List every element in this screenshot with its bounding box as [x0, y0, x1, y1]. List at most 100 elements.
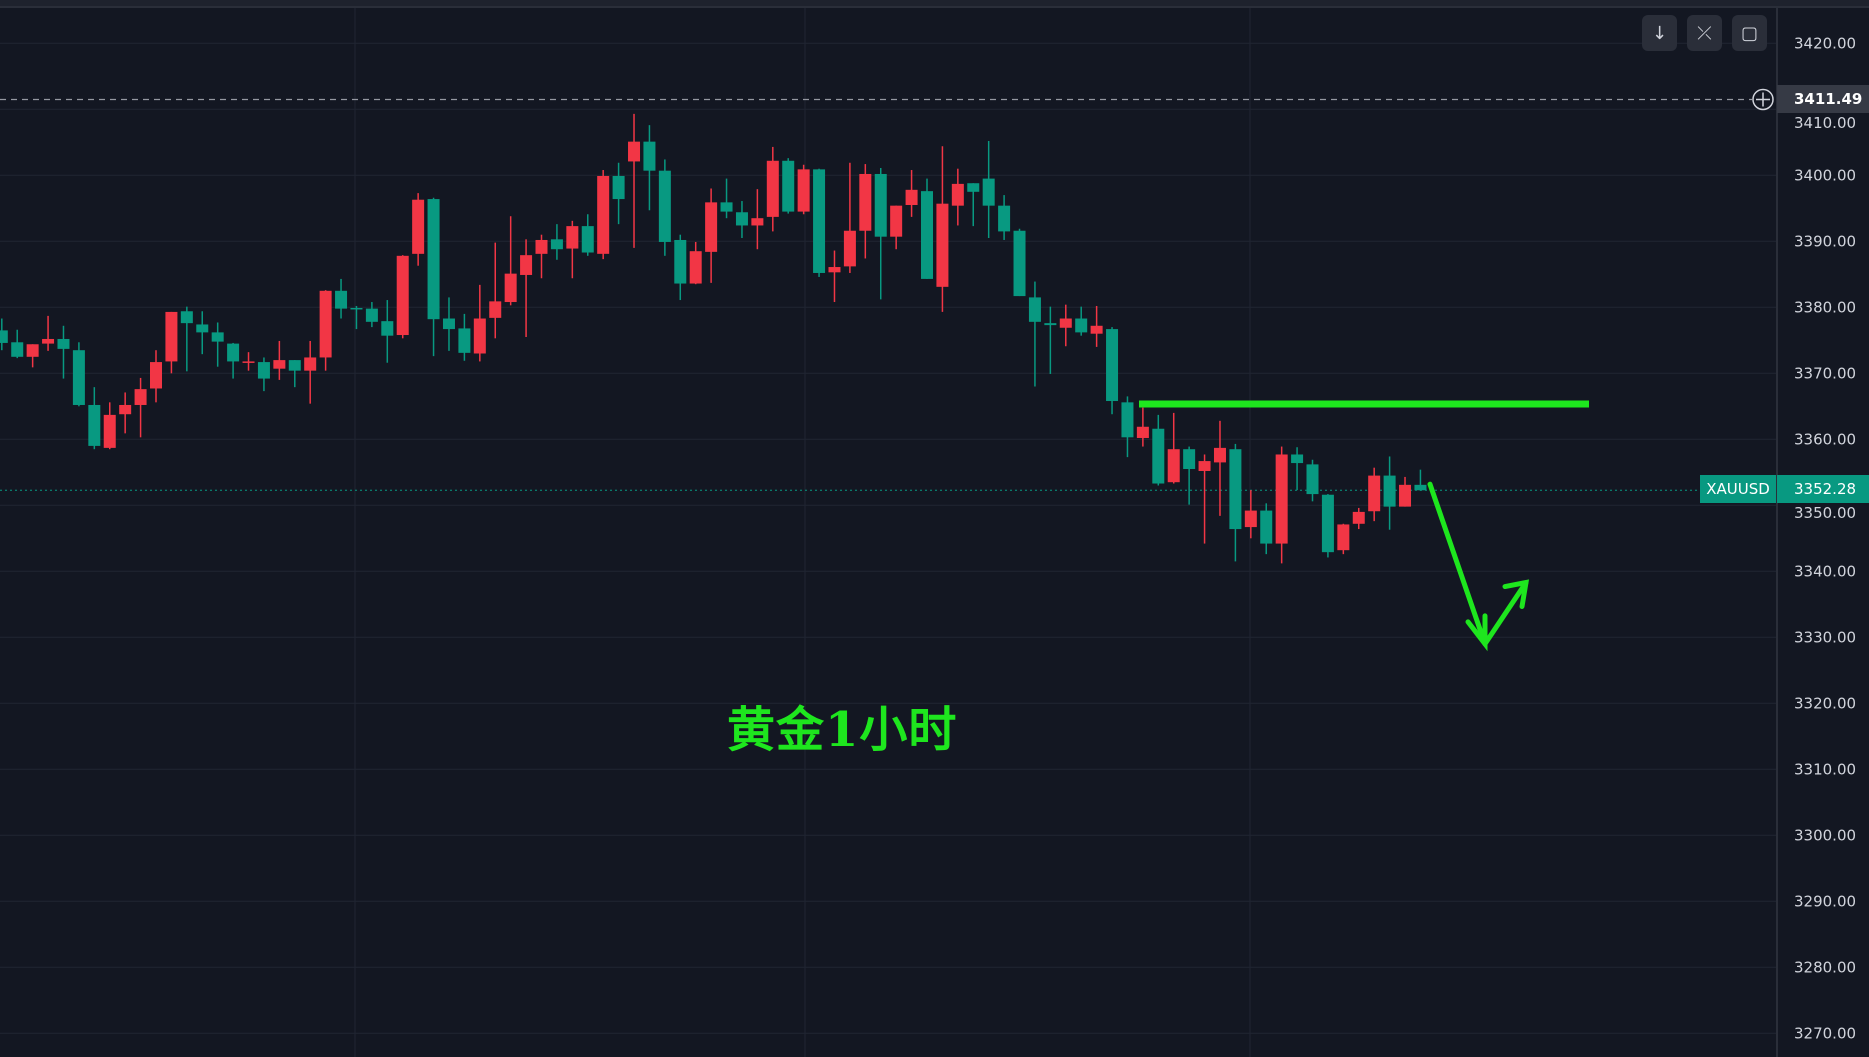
candle	[42, 315, 55, 351]
candle	[442, 297, 455, 351]
candle-body	[1275, 454, 1288, 544]
candle	[859, 164, 872, 259]
candle-body	[628, 141, 641, 162]
candle-body	[412, 199, 425, 254]
candle	[550, 224, 563, 260]
candle-body	[1136, 426, 1149, 438]
candle	[890, 205, 903, 250]
candle-body	[751, 218, 764, 226]
candle	[843, 162, 856, 273]
candle	[597, 170, 610, 260]
candle	[766, 146, 779, 232]
candle-body	[1229, 449, 1242, 530]
candle-body	[103, 414, 116, 448]
candle-body	[504, 273, 517, 303]
candle	[813, 168, 826, 277]
collapse-icon: ⤫	[1697, 22, 1712, 44]
scroll-to-latest-button[interactable]: ↓	[1642, 15, 1677, 51]
candle	[304, 340, 317, 404]
candle	[951, 168, 964, 226]
fullscreen-button[interactable]: ▢	[1732, 15, 1767, 51]
candle	[489, 242, 502, 339]
candle	[782, 158, 795, 214]
candle-body	[581, 226, 594, 253]
candle-body	[319, 290, 332, 358]
candle-body	[42, 338, 55, 344]
candle	[1198, 454, 1211, 544]
candle	[535, 234, 548, 279]
candle-body	[936, 203, 949, 287]
candle	[612, 162, 625, 225]
candle-body	[813, 169, 826, 273]
candle	[335, 278, 348, 319]
candle-body	[1183, 449, 1196, 469]
y-tick-label: 3300.00	[1794, 826, 1856, 844]
candle-body	[612, 175, 625, 200]
y-tick-label: 3360.00	[1794, 430, 1856, 448]
candle	[674, 234, 687, 301]
candle	[1136, 407, 1149, 447]
candle-body	[1059, 318, 1072, 328]
candle-body	[350, 307, 363, 310]
candle	[242, 352, 255, 371]
candle	[520, 239, 533, 337]
candle-body	[859, 173, 872, 231]
candle-body	[288, 360, 301, 371]
crosshair-price-label: 3411.49	[1777, 85, 1869, 113]
candle	[165, 311, 178, 374]
candle	[1152, 414, 1165, 486]
candle	[504, 216, 517, 306]
candle	[1013, 228, 1026, 297]
candle-body	[982, 178, 995, 206]
candle	[1183, 446, 1196, 505]
candle	[427, 197, 440, 357]
candle	[473, 284, 486, 362]
candle-body	[381, 321, 394, 336]
y-tick-label: 3270.00	[1794, 1024, 1856, 1042]
candle	[643, 125, 656, 211]
candle-body	[72, 350, 85, 405]
candle	[1337, 523, 1350, 555]
candle-body	[1121, 402, 1134, 438]
candle	[1044, 306, 1057, 374]
candle	[412, 193, 425, 266]
candle	[26, 344, 39, 368]
candle-body	[196, 324, 209, 333]
candle	[1321, 494, 1334, 558]
candle	[288, 360, 301, 388]
arrow-head-down	[1465, 613, 1488, 652]
candle	[1244, 490, 1257, 539]
candle-body	[1213, 447, 1226, 463]
candle	[1352, 507, 1365, 530]
candle-body	[967, 183, 980, 192]
candle-body	[550, 239, 563, 250]
auto-scale-button[interactable]: ⤫	[1687, 15, 1722, 51]
y-tick-label: 3380.00	[1794, 298, 1856, 316]
candle-body	[597, 175, 610, 254]
candle-body	[1337, 524, 1350, 551]
candle-body	[998, 205, 1011, 232]
candle	[1383, 456, 1396, 530]
candle	[1399, 476, 1412, 507]
candle-body	[1244, 510, 1257, 528]
candle	[227, 342, 240, 379]
candle-body	[134, 389, 147, 405]
candle-body	[566, 226, 579, 249]
candle-body	[1090, 325, 1103, 334]
candle	[921, 178, 933, 279]
candle-body	[874, 173, 887, 237]
candle-body	[1291, 454, 1304, 464]
candle-body	[674, 239, 687, 284]
candle-body	[427, 199, 440, 320]
candle	[150, 350, 162, 403]
candle	[1414, 469, 1427, 491]
candle	[658, 159, 671, 256]
candle	[211, 322, 224, 367]
candle-body	[458, 328, 471, 353]
symbol-label: XAUUSD	[1700, 475, 1776, 503]
y-tick-label: 3330.00	[1794, 628, 1856, 646]
candle-body	[828, 267, 841, 273]
candle	[797, 164, 810, 215]
y-tick-label: 3280.00	[1794, 958, 1856, 976]
